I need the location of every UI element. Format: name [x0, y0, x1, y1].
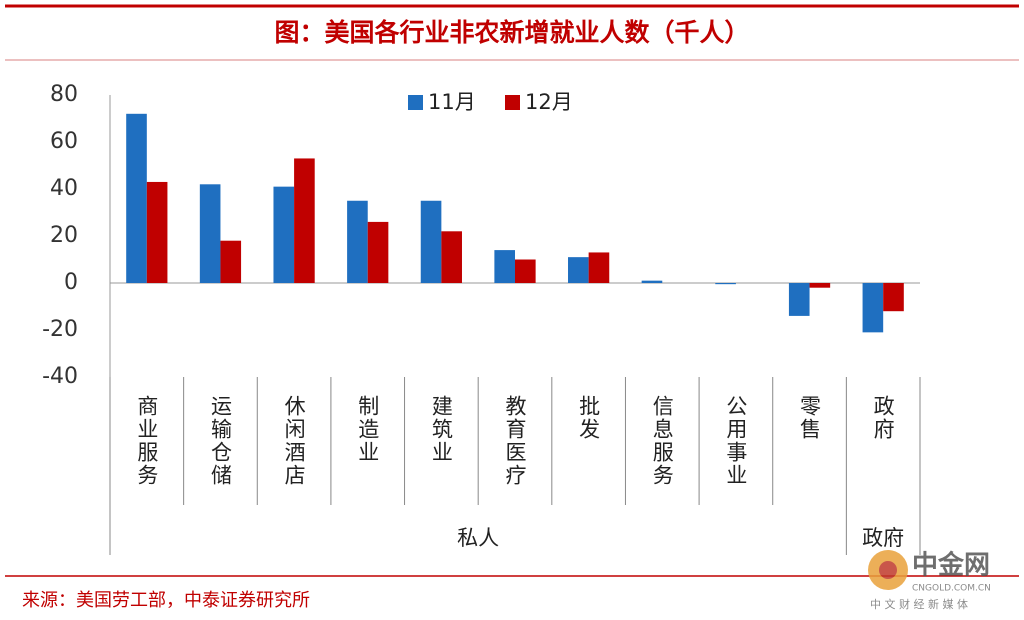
x-tick-label: 批发 — [577, 395, 601, 441]
watermark-slogan: 中 文 财 经 新 媒 体 — [870, 597, 968, 611]
watermark-name: 中金网 — [912, 550, 990, 581]
bar — [367, 221, 389, 283]
bar — [273, 186, 295, 283]
legend-swatch — [408, 95, 423, 110]
x-tick-label: 公用事业 — [724, 395, 748, 487]
bar — [641, 280, 663, 283]
bar — [588, 252, 610, 283]
x-tick-label: 政府 — [871, 395, 895, 441]
group-label: 政府 — [862, 526, 904, 550]
bar — [883, 283, 904, 312]
bar — [146, 181, 168, 283]
x-tick-label: 商业服务 — [135, 395, 159, 487]
watermark: 中金网 CNGOLD.COM.CN 中 文 财 经 新 媒 体 — [868, 550, 991, 611]
y-tick-label: -40 — [42, 364, 78, 389]
source-note: 来源：美国劳工部，中泰证券研究所 — [22, 590, 310, 611]
legend-swatch — [505, 95, 520, 110]
x-tick-label: 运输仓储 — [208, 395, 232, 487]
y-tick-label: 80 — [50, 82, 78, 107]
bar — [347, 200, 368, 283]
group-label: 私人 — [457, 526, 499, 550]
x-tick-label: 信息服务 — [650, 395, 674, 487]
bar — [294, 158, 315, 283]
bar — [515, 259, 536, 283]
x-tick-label: 制造业 — [356, 395, 380, 464]
bar — [494, 250, 515, 283]
y-tick-label: 60 — [50, 129, 78, 154]
y-tick-label: 40 — [50, 176, 78, 201]
chart-title: 图：美国各行业非农新增就业人数（千人） — [274, 18, 749, 47]
bar — [788, 283, 810, 316]
bar — [809, 283, 831, 288]
bar — [862, 283, 884, 333]
x-tick-label: 休闲酒店 — [282, 395, 306, 487]
bar — [441, 231, 462, 283]
watermark-site: CNGOLD.COM.CN — [912, 584, 991, 594]
bar — [220, 240, 242, 283]
y-tick-label: 0 — [64, 270, 78, 295]
bar — [126, 113, 147, 283]
bar — [715, 283, 736, 285]
bar — [568, 257, 589, 283]
bar — [199, 184, 221, 283]
y-tick-label: 20 — [50, 223, 78, 248]
y-tick-label: -20 — [42, 317, 78, 342]
x-tick-label: 建筑业 — [429, 395, 453, 464]
bar — [420, 200, 442, 283]
x-tick-label: 教育医疗 — [503, 395, 527, 487]
watermark-logo-inner — [879, 561, 897, 579]
legend-label: 12月 — [525, 90, 573, 114]
x-tick-label: 零售 — [798, 395, 822, 441]
legend-label: 11月 — [428, 90, 476, 114]
